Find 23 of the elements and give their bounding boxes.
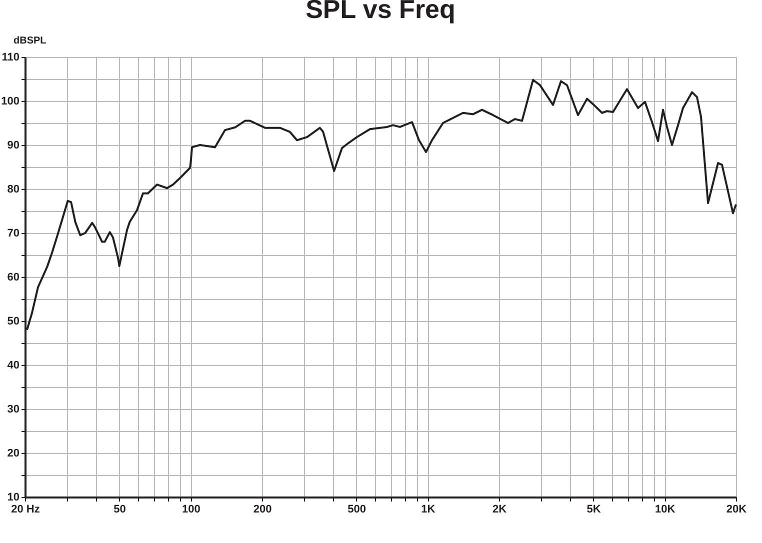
y-tick-label: 60 bbox=[7, 272, 20, 284]
y-tick-label: 40 bbox=[7, 360, 20, 372]
y-axis-title: dBSPL bbox=[14, 36, 46, 46]
y-tick-label: 90 bbox=[7, 140, 20, 152]
x-tick-label: 500 bbox=[348, 504, 366, 516]
x-tick-label: 5K bbox=[586, 504, 601, 516]
y-tick-label: 80 bbox=[7, 184, 20, 196]
chart-title: SPL vs Freq bbox=[306, 0, 456, 24]
x-tick-label: 50 bbox=[114, 504, 126, 516]
x-tick-label: 2K bbox=[492, 504, 507, 516]
y-tick-label: 50 bbox=[7, 316, 20, 328]
y-tick-label: 10 bbox=[7, 492, 20, 504]
x-tick-label: 200 bbox=[253, 504, 272, 516]
x-tick-label: 100 bbox=[182, 504, 200, 516]
y-tick-label: 70 bbox=[7, 228, 20, 240]
x-tick-label: 20 Hz bbox=[11, 504, 40, 516]
y-tick-label: 20 bbox=[7, 448, 20, 460]
x-tick-label: 20K bbox=[726, 504, 747, 516]
x-tick-label: 1K bbox=[421, 504, 436, 516]
x-tick-label: 10K bbox=[655, 504, 676, 516]
y-tick-label: 110 bbox=[2, 52, 20, 64]
y-tick-label: 100 bbox=[1, 96, 20, 108]
y-tick-label: 30 bbox=[7, 404, 20, 416]
